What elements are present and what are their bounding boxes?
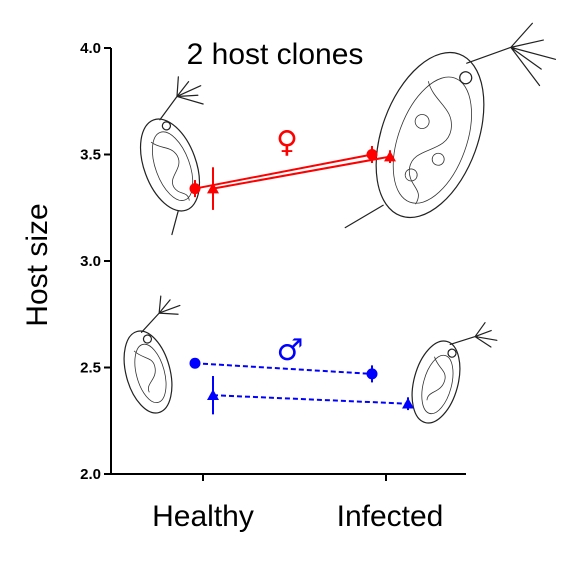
series-line — [194, 362, 373, 375]
daphnia-illustration-healthy-female — [139, 76, 204, 236]
daphnia-illustration-infected-female — [344, 22, 557, 229]
series-male-triangle — [207, 376, 414, 415]
data-point — [366, 149, 378, 160]
series-line — [212, 394, 409, 405]
y-axis-label: Host size — [21, 203, 54, 326]
male-symbol-label: ♂ — [277, 333, 304, 368]
daphnia-illustration-healthy-male — [123, 295, 181, 414]
series-male-circle — [189, 357, 378, 383]
y-tick-label: 3.5 — [80, 147, 101, 164]
data-point — [207, 182, 219, 194]
data-point — [366, 368, 378, 380]
x-category-label: Infected — [337, 500, 444, 533]
data-point — [189, 183, 201, 195]
series-line — [212, 155, 391, 190]
x-axis-ticks: Healthy Infected — [152, 474, 443, 533]
female-symbol-label: ♀ — [276, 125, 298, 160]
y-tick-label: 4.0 — [80, 40, 101, 57]
series-female-circle — [189, 145, 378, 198]
data-point — [189, 357, 201, 369]
data-point — [402, 397, 414, 409]
y-tick-label: 2.5 — [80, 360, 101, 377]
series-line — [194, 153, 373, 190]
data-series — [189, 145, 414, 415]
series-female-triangle — [207, 150, 396, 210]
y-tick-label: 2.0 — [80, 466, 101, 483]
y-tick-label: 3.0 — [80, 253, 101, 270]
y-axis-ticks: 2.0 2.5 3.0 3.5 4.0 — [80, 40, 111, 483]
data-point — [384, 150, 396, 162]
daphnia-illustration-infected-male — [411, 322, 498, 424]
chart-title: 2 host clones — [187, 38, 364, 71]
x-category-label: Healthy — [152, 500, 254, 533]
data-point — [207, 389, 219, 400]
